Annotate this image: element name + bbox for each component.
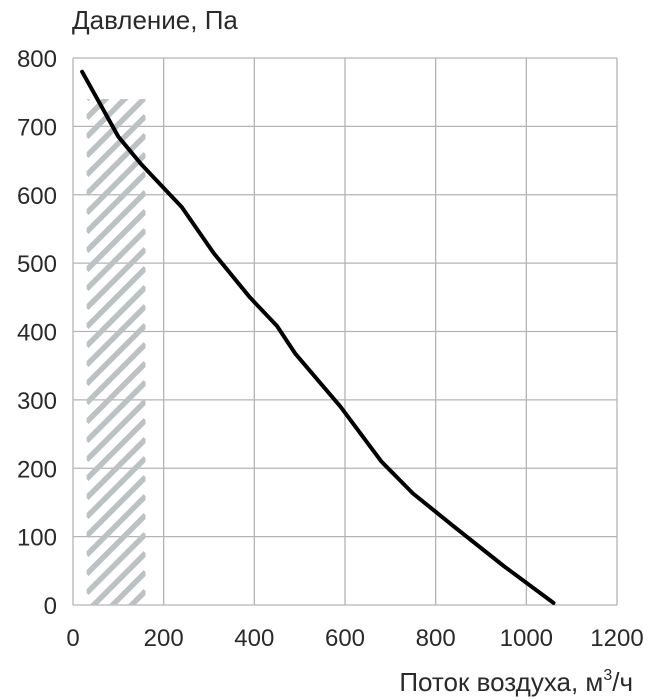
x-axis-title-tail: /ч	[612, 667, 633, 697]
hatch-stripe	[86, 418, 146, 481]
hatch-stripe	[86, 361, 146, 424]
hatch-stripe	[86, 171, 146, 234]
x-axis-title: Поток воздуха, м3/ч	[399, 667, 633, 697]
hatch-stripe	[87, 629, 146, 688]
y-tick-label: 700	[17, 114, 57, 141]
hatch-stripe	[86, 209, 146, 272]
x-tick-label: 1000	[500, 625, 553, 652]
hatched-region	[86, 99, 146, 700]
x-tick-label: 0	[66, 625, 79, 652]
grid	[72, 57, 618, 606]
x-tick-label: 1200	[590, 625, 643, 652]
hatch-stripe	[86, 380, 146, 443]
series-line-0	[80, 69, 556, 605]
hatch-stripe	[86, 266, 146, 329]
y-tick-label: 400	[17, 320, 57, 347]
hatch-stripe	[86, 133, 146, 196]
hatch-stripe	[86, 190, 146, 253]
hatch-stripe	[86, 99, 146, 158]
y-tick-label: 300	[17, 388, 57, 415]
hatch-stripe	[86, 152, 146, 215]
hatch-stripe	[86, 475, 146, 538]
hatch-stripe	[89, 551, 146, 606]
hatch-stripe	[86, 456, 146, 519]
x-axis-title-main: Поток воздуха, м	[399, 667, 603, 697]
hatch-stripe	[87, 648, 146, 700]
hatch-stripe	[86, 399, 146, 462]
y-axis-title: Давление, Па	[72, 5, 238, 35]
hatch-stripe	[86, 494, 146, 557]
hatch-stripe	[86, 228, 146, 291]
hatch-stripe	[86, 285, 146, 348]
series-curve-group	[80, 69, 556, 605]
y-tick-label: 800	[17, 46, 57, 73]
y-tick-label: 500	[17, 251, 57, 278]
x-tick-label: 600	[325, 625, 365, 652]
y-tick-label: 200	[17, 456, 57, 483]
y-tick-label: 100	[17, 525, 57, 552]
hatch-stripe	[86, 437, 146, 500]
y-tick-label: 600	[17, 183, 57, 210]
hatch-stripe	[86, 342, 146, 405]
hatch-stripe	[87, 610, 146, 669]
hatch-stripe	[86, 99, 129, 139]
hatch-stripe	[108, 570, 146, 606]
x-tick-label: 400	[234, 625, 274, 652]
x-tick-label: 200	[144, 625, 184, 652]
x-tick-labels: 0 200 400 600 800 1000 1200	[66, 625, 643, 652]
hatch-stripe	[86, 247, 146, 310]
x-tick-label: 800	[416, 625, 456, 652]
hatch-stripe	[86, 513, 146, 576]
y-tick-label: 0	[44, 593, 57, 620]
hatch-stripe	[86, 323, 146, 386]
hatch-stripe	[86, 532, 146, 595]
hatch-stripe	[86, 114, 146, 177]
hatch-stripe	[86, 99, 91, 101]
y-tick-labels: 0 100 200 300 400 500 600 700 800	[17, 46, 57, 620]
hatch-stripe	[86, 99, 110, 120]
hatch-stripe	[127, 589, 146, 606]
x-axis-title-sup: 3	[603, 667, 612, 684]
hatch-stripe	[86, 304, 146, 367]
